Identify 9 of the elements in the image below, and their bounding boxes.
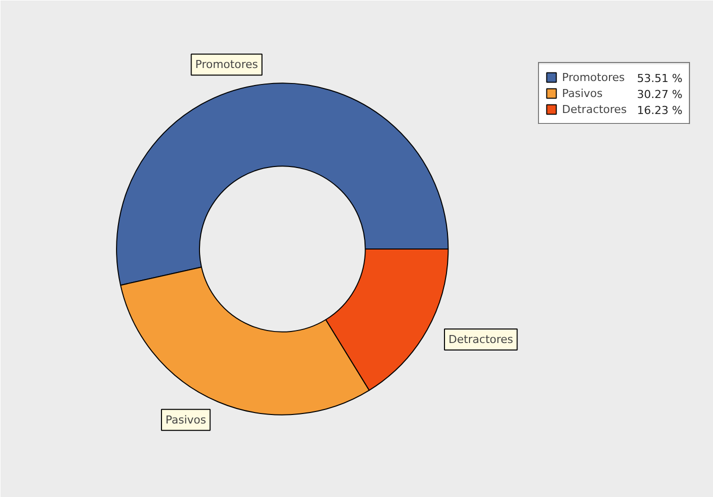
slice-label: Detractores [448, 333, 514, 346]
legend-label: Detractores [562, 102, 627, 116]
data-label: 53.51 % [637, 72, 683, 85]
slice-label: Promotores [195, 58, 258, 72]
data-label: 30.27 % [637, 88, 683, 101]
legend-label: Pasivos [562, 86, 603, 100]
legend-label: Promotores [562, 70, 625, 84]
slice-label: Pasivos [165, 413, 206, 426]
data-label: 16.23 % [637, 104, 683, 117]
